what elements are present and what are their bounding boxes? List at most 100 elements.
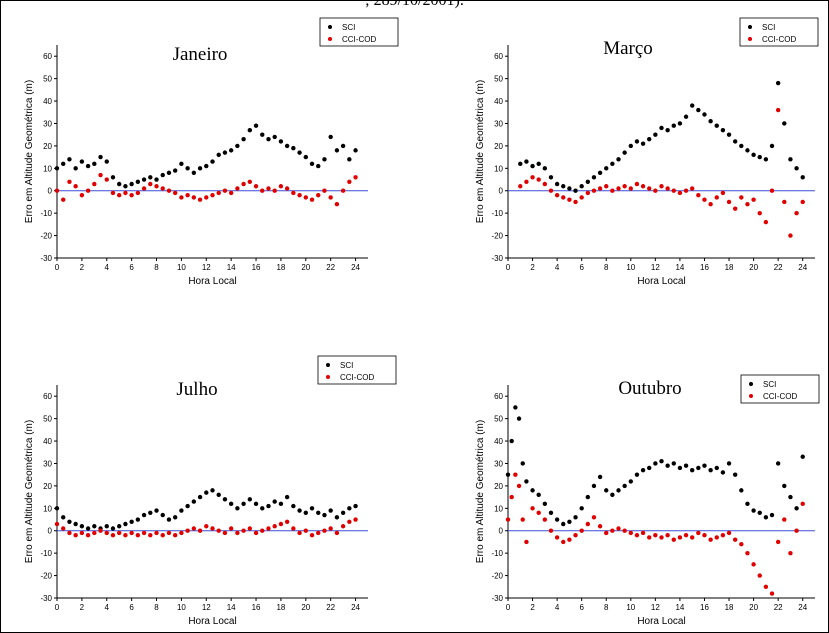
- data-point: [322, 528, 327, 533]
- data-point: [665, 128, 670, 133]
- data-point: [328, 508, 333, 513]
- data-point: [647, 465, 652, 471]
- data-point: [610, 492, 615, 498]
- data-point: [524, 159, 529, 164]
- data-point: [690, 468, 695, 473]
- data-point: [210, 488, 215, 493]
- data-point: [720, 128, 726, 133]
- data-point: [665, 186, 670, 191]
- data-point: [160, 186, 165, 191]
- y-axis-label: Erro em Altitude Geométrica (m): [24, 420, 35, 563]
- data-point: [303, 510, 308, 515]
- data-point: [297, 508, 302, 513]
- data-point: [241, 136, 246, 142]
- data-point: [278, 184, 284, 189]
- x-tick-label: 22: [774, 603, 783, 612]
- data-point: [714, 123, 719, 128]
- data-point: [110, 533, 116, 538]
- data-point: [751, 562, 756, 567]
- data-point: [179, 195, 184, 200]
- data-point: [210, 193, 215, 198]
- y-tick-label: -30: [491, 254, 503, 263]
- data-point: [210, 159, 215, 164]
- data-point: [579, 506, 584, 511]
- data-point: [769, 188, 775, 193]
- data-point: [573, 533, 578, 538]
- data-point: [347, 506, 352, 511]
- data-point: [751, 508, 756, 513]
- data-point: [516, 483, 522, 489]
- x-tick-label: 6: [129, 603, 134, 612]
- y-tick-label: 40: [494, 437, 503, 446]
- data-point: [316, 510, 321, 515]
- data-point: [536, 161, 541, 167]
- x-tick-label: 24: [351, 263, 360, 272]
- data-point: [154, 177, 159, 182]
- data-point: [518, 161, 523, 167]
- y-tick-label: 50: [43, 75, 52, 84]
- y-tick-label: -20: [491, 572, 503, 581]
- data-point: [204, 163, 209, 169]
- data-point: [696, 193, 701, 198]
- data-point: [622, 184, 627, 189]
- data-point: [745, 501, 750, 507]
- y-tick-label: -30: [491, 594, 503, 603]
- data-point: [671, 188, 676, 193]
- data-point: [573, 199, 578, 205]
- data-point: [216, 492, 221, 498]
- data-point: [610, 188, 615, 193]
- legend-label: CCI-COD: [340, 373, 374, 382]
- data-point: [548, 188, 554, 193]
- x-tick-label: 10: [177, 603, 186, 612]
- data-point: [117, 530, 122, 536]
- data-point: [104, 524, 109, 529]
- y-tick-label: 60: [43, 52, 52, 61]
- data-point: [129, 181, 134, 187]
- x-tick-label: 22: [326, 263, 335, 272]
- data-point: [745, 148, 750, 153]
- x-tick-label: 14: [227, 263, 236, 272]
- data-point: [272, 134, 277, 140]
- data-point: [585, 190, 591, 196]
- data-point: [561, 184, 566, 189]
- x-tick-label: 16: [700, 263, 709, 272]
- data-point: [726, 530, 732, 536]
- data-point: [272, 188, 277, 193]
- x-tick-label: 12: [202, 263, 211, 272]
- data-point: [166, 530, 172, 536]
- data-point: [85, 188, 91, 193]
- data-point: [640, 530, 646, 536]
- y-tick-label: -10: [40, 549, 52, 558]
- data-point: [303, 528, 308, 533]
- data-point: [284, 494, 290, 500]
- data-point: [353, 517, 358, 522]
- data-point: [247, 179, 253, 184]
- data-point: [604, 530, 609, 536]
- data-point: [665, 463, 670, 468]
- data-point: [297, 193, 302, 198]
- data-point: [622, 150, 627, 155]
- data-point: [98, 172, 103, 178]
- data-point: [653, 132, 658, 137]
- data-point: [634, 472, 640, 477]
- y-tick-label: 30: [494, 459, 503, 468]
- data-point: [794, 166, 799, 171]
- data-point: [696, 107, 701, 113]
- data-point: [702, 533, 707, 538]
- data-point: [172, 533, 178, 538]
- data-point: [67, 179, 72, 184]
- y-tick-label: -20: [40, 572, 52, 581]
- data-point: [309, 506, 315, 511]
- y-axis-label: Erro em Altitude Geométrica (m): [24, 80, 35, 223]
- data-point: [73, 533, 78, 538]
- data-point: [135, 179, 141, 184]
- y-tick-label: 30: [43, 119, 52, 128]
- data-point: [604, 184, 609, 189]
- data-point: [567, 519, 572, 524]
- data-point: [788, 233, 793, 238]
- data-point: [800, 501, 805, 507]
- data-point: [104, 177, 109, 182]
- data-point: [616, 157, 621, 162]
- data-point: [530, 506, 535, 511]
